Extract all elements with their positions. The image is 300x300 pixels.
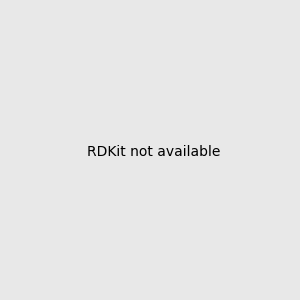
Text: RDKit not available: RDKit not available [87, 145, 220, 158]
